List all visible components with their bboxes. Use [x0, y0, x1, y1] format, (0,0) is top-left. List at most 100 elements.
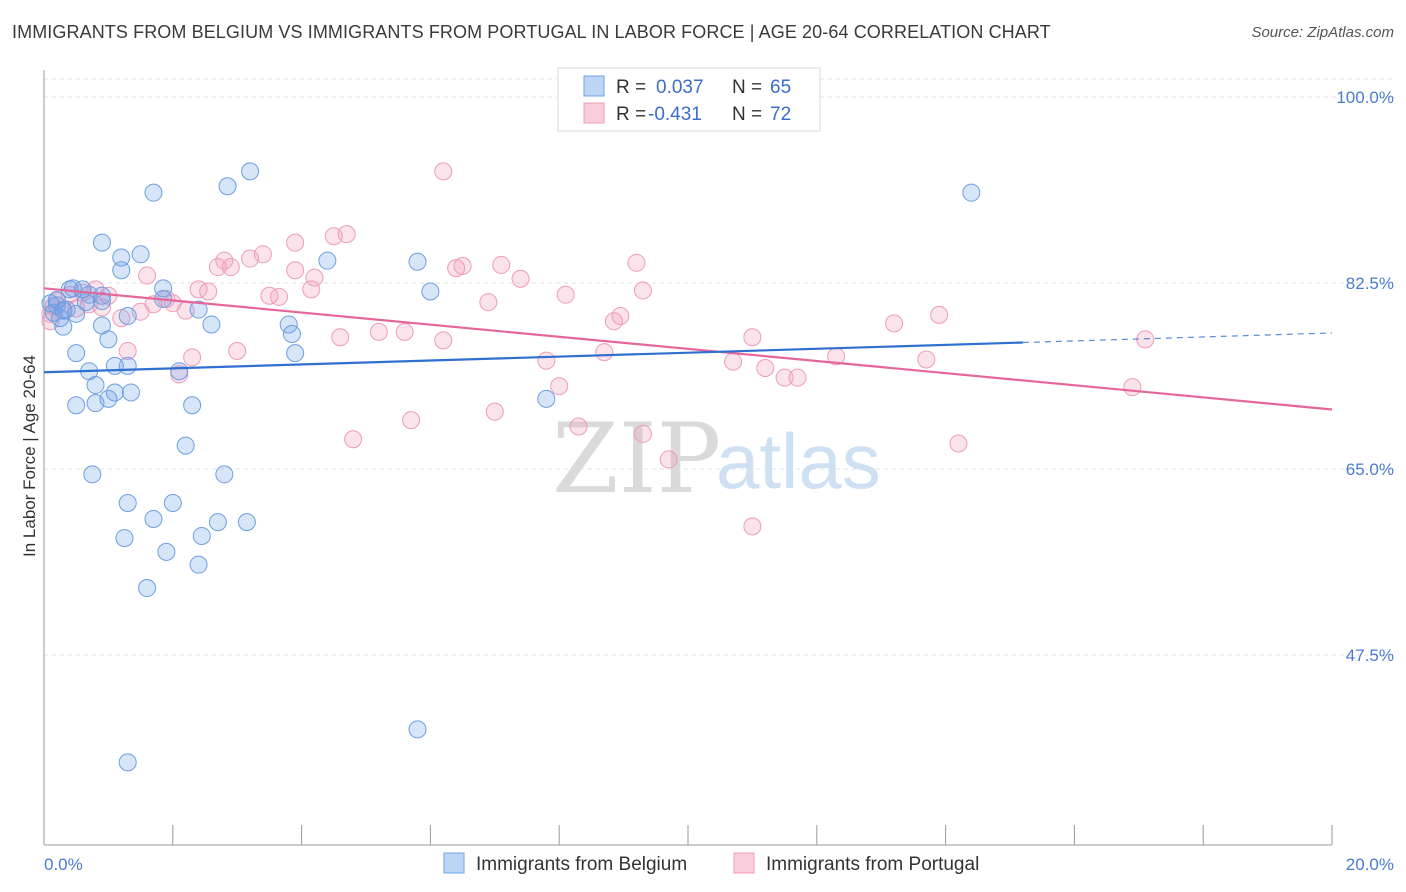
axes [43, 70, 1333, 846]
point-portugal-12 [112, 309, 131, 328]
point-belgium-55 [279, 315, 298, 334]
point-portugal-41 [395, 322, 414, 341]
point-belgium-60 [421, 282, 440, 301]
source-credit: Source: ZipAtlas.com [1251, 24, 1394, 41]
point-portugal-18 [138, 266, 157, 285]
legend-n-value-portugal: 72 [770, 104, 791, 125]
point-portugal-71 [930, 305, 949, 324]
point-belgium-41 [218, 177, 237, 196]
point-belgium-62 [962, 183, 981, 202]
point-portugal-50 [511, 269, 530, 288]
point-portugal-35 [305, 268, 324, 287]
point-portugal-23 [199, 282, 218, 301]
point-portugal-42 [402, 411, 421, 430]
point-portugal-57 [611, 306, 630, 325]
point-belgium-46 [192, 526, 211, 545]
point-belgium-24 [105, 356, 124, 375]
x-tick-labels: 0.0% 20.0% [44, 855, 1394, 874]
point-portugal-26 [221, 258, 240, 277]
point-belgium-13 [54, 301, 73, 320]
x-tick-label-1: 20.0% [1346, 855, 1394, 874]
point-portugal-32 [286, 261, 305, 280]
chart-title: IMMIGRANTS FROM BELGIUM VS IMMIGRANTS FR… [12, 22, 1051, 42]
point-belgium-34 [154, 279, 173, 298]
point-belgium-47 [189, 555, 208, 574]
point-belgium-54 [83, 465, 102, 484]
point-belgium-43 [215, 465, 234, 484]
legend-series-label-portugal: Immigrants from Portugal [766, 854, 979, 875]
point-belgium-12 [47, 291, 66, 310]
legend-series: Immigrants from Belgium Immigrants from … [443, 852, 979, 875]
point-belgium-4 [54, 317, 73, 336]
point-portugal-48 [485, 402, 504, 421]
trend-line-belgium [43, 341, 1023, 374]
point-belgium-37 [176, 436, 195, 455]
point-belgium-21 [105, 383, 124, 402]
legend-r-value-belgium: 0.037 [656, 77, 704, 98]
point-belgium-51 [163, 494, 182, 513]
point-belgium-49 [138, 579, 157, 598]
x-tick-label-0: 0.0% [44, 855, 83, 874]
point-belgium-40 [202, 315, 221, 334]
point-portugal-66 [775, 368, 794, 387]
trend-lines [43, 287, 1333, 411]
point-belgium-14 [92, 292, 111, 311]
legend-series-label-belgium: Immigrants from Belgium [476, 854, 687, 875]
trend-line-portugal [43, 287, 1333, 411]
point-portugal-45 [447, 259, 466, 278]
point-portugal-55 [595, 343, 614, 362]
point-belgium-29 [112, 261, 131, 280]
point-portugal-54 [569, 417, 588, 436]
legend-series-swatch-belgium [443, 852, 465, 874]
point-portugal-69 [885, 314, 904, 333]
point-belgium-53 [115, 529, 134, 548]
point-portugal-61 [659, 450, 678, 469]
y-tick-label-1: 65.0% [1346, 460, 1394, 479]
point-portugal-73 [1123, 378, 1142, 397]
y-tick-label-3: 100.0% [1336, 88, 1394, 107]
point-portugal-34 [302, 280, 321, 299]
point-portugal-52 [550, 377, 569, 396]
point-portugal-62 [724, 352, 743, 371]
point-belgium-52 [118, 494, 137, 513]
point-belgium-22 [121, 383, 140, 402]
point-portugal-67 [788, 368, 807, 387]
point-belgium-15 [67, 344, 86, 363]
point-belgium-42 [241, 162, 260, 181]
point-portugal-39 [344, 430, 363, 449]
point-belgium-45 [237, 513, 256, 532]
point-portugal-70 [917, 350, 936, 369]
watermark-atlas: atlas [716, 417, 881, 505]
point-belgium-28 [92, 286, 111, 305]
point-belgium-50 [144, 509, 163, 528]
point-belgium-30 [92, 233, 111, 252]
legend-stats: R = 0.037 N = 65 R = -0.431 N = 72 [557, 67, 821, 132]
point-portugal-29 [253, 245, 272, 264]
point-belgium-27 [118, 306, 137, 325]
legend-r-label-belgium: R = [616, 77, 646, 98]
point-belgium-61 [537, 389, 556, 408]
point-belgium-56 [282, 325, 301, 344]
y-axis-label: In Labor Force | Age 20-64 [20, 355, 39, 557]
point-portugal-31 [270, 287, 289, 306]
point-portugal-46 [453, 256, 472, 275]
point-belgium-48 [157, 542, 176, 561]
point-portugal-30 [260, 286, 279, 305]
watermark: ZIP atlas [552, 403, 881, 515]
legend-series-swatch-portugal [733, 852, 755, 874]
point-belgium-18 [67, 396, 86, 415]
point-portugal-38 [337, 225, 356, 244]
point-portugal-21 [183, 348, 202, 367]
point-belgium-44 [208, 513, 227, 532]
point-portugal-65 [756, 359, 775, 378]
point-belgium-58 [318, 251, 337, 270]
y-tick-label-0: 47.5% [1346, 646, 1394, 665]
point-belgium-36 [170, 362, 189, 381]
legend-n-label-belgium: N = [732, 77, 762, 98]
point-portugal-37 [331, 328, 350, 347]
point-portugal-47 [479, 293, 498, 312]
point-belgium-64 [118, 753, 137, 772]
legend-swatch-portugal [583, 102, 605, 124]
point-belgium-17 [86, 376, 105, 395]
